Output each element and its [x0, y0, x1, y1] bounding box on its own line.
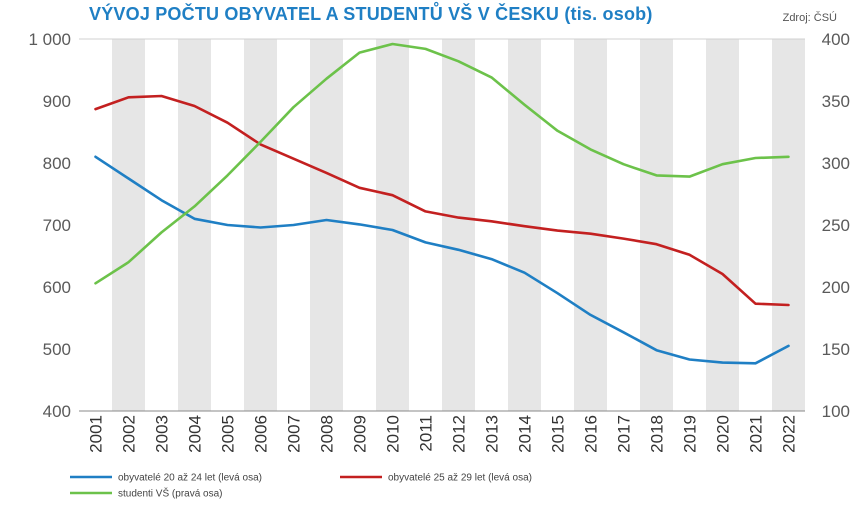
x-tick-label: 2010: [384, 415, 403, 453]
grid-band: [640, 39, 673, 411]
x-tick-label: 2015: [549, 415, 568, 453]
right-axis-labels: 100 150 200 250 300 350 400: [822, 30, 850, 421]
left-axis-labels: 400 500 600 700 800 900 1 000: [28, 30, 71, 421]
y-right-tick-label: 150: [822, 340, 850, 359]
x-tick-label: 2012: [450, 415, 469, 453]
x-tick-label: 2005: [219, 415, 238, 453]
series-line-3: [94, 42, 790, 285]
x-tick-label: 2019: [681, 415, 700, 453]
grid-band: [178, 39, 211, 411]
grid-band: [244, 39, 277, 411]
grid-band: [310, 39, 343, 411]
y-left-tick-label: 900: [43, 92, 71, 111]
x-tick-label: 2021: [747, 415, 766, 453]
chart-title: VÝVOJ POČTU OBYVATEL A STUDENTŮ VŠ V ČES…: [89, 4, 653, 24]
y-right-tick-label: 400: [822, 30, 850, 49]
y-left-tick-label: 400: [43, 402, 71, 421]
y-right-tick-label: 300: [822, 154, 850, 173]
y-left-tick-label: 700: [43, 216, 71, 235]
x-tick-label: 2020: [714, 415, 733, 453]
y-left-tick-label: 600: [43, 278, 71, 297]
grid-band: [376, 39, 409, 411]
series-line-2: [94, 94, 790, 307]
series-lines: [94, 42, 790, 365]
x-tick-label: 2002: [120, 415, 139, 453]
x-tick-label: 2013: [483, 415, 502, 453]
x-axis-labels: 2001 2002 2003 2004 2005 2006 2007 2008 2009 2010…: [87, 415, 799, 453]
grid-band: [772, 39, 805, 411]
x-tick-label: 2004: [186, 415, 205, 453]
grid-band: [574, 39, 607, 411]
x-tick-label: 2008: [318, 415, 337, 453]
y-right-tick-label: 250: [822, 216, 850, 235]
y-right-tick-label: 200: [822, 278, 850, 297]
x-tick-label: 2016: [582, 415, 601, 453]
y-right-tick-label: 350: [822, 92, 850, 111]
x-tick-label: 2001: [87, 415, 106, 453]
grid-band: [112, 39, 145, 411]
y-left-tick-label: 1 000: [28, 30, 71, 49]
legend: obyvatelé 20 až 24 let (levá osa) obyvate…: [70, 473, 532, 500]
grid-bands: [79, 38, 805, 412]
legend-label: studenti VŠ (pravá osa): [118, 487, 223, 500]
x-tick-label: 2018: [648, 415, 667, 453]
legend-label: obyvatelé 20 až 24 let (levá osa): [118, 473, 262, 484]
x-tick-label: 2009: [351, 415, 370, 453]
grid-band: [706, 39, 739, 411]
series-line-1: [94, 155, 790, 365]
y-right-tick-label: 100: [822, 402, 850, 421]
x-tick-label: 2003: [153, 415, 172, 453]
x-tick-label: 2011: [417, 415, 436, 452]
x-tick-label: 2014: [516, 415, 535, 453]
x-tick-label: 2022: [780, 415, 799, 453]
legend-label: obyvatelé 25 až 29 let (levá osa): [388, 473, 532, 484]
grid-band: [442, 39, 475, 411]
x-tick-label: 2017: [615, 415, 634, 453]
x-tick-label: 2006: [252, 415, 271, 453]
x-tick-label: 2007: [285, 415, 304, 453]
y-left-tick-label: 800: [43, 154, 71, 173]
source-note: Zdroj: ČSÚ: [782, 12, 837, 24]
y-left-tick-label: 500: [43, 340, 71, 359]
